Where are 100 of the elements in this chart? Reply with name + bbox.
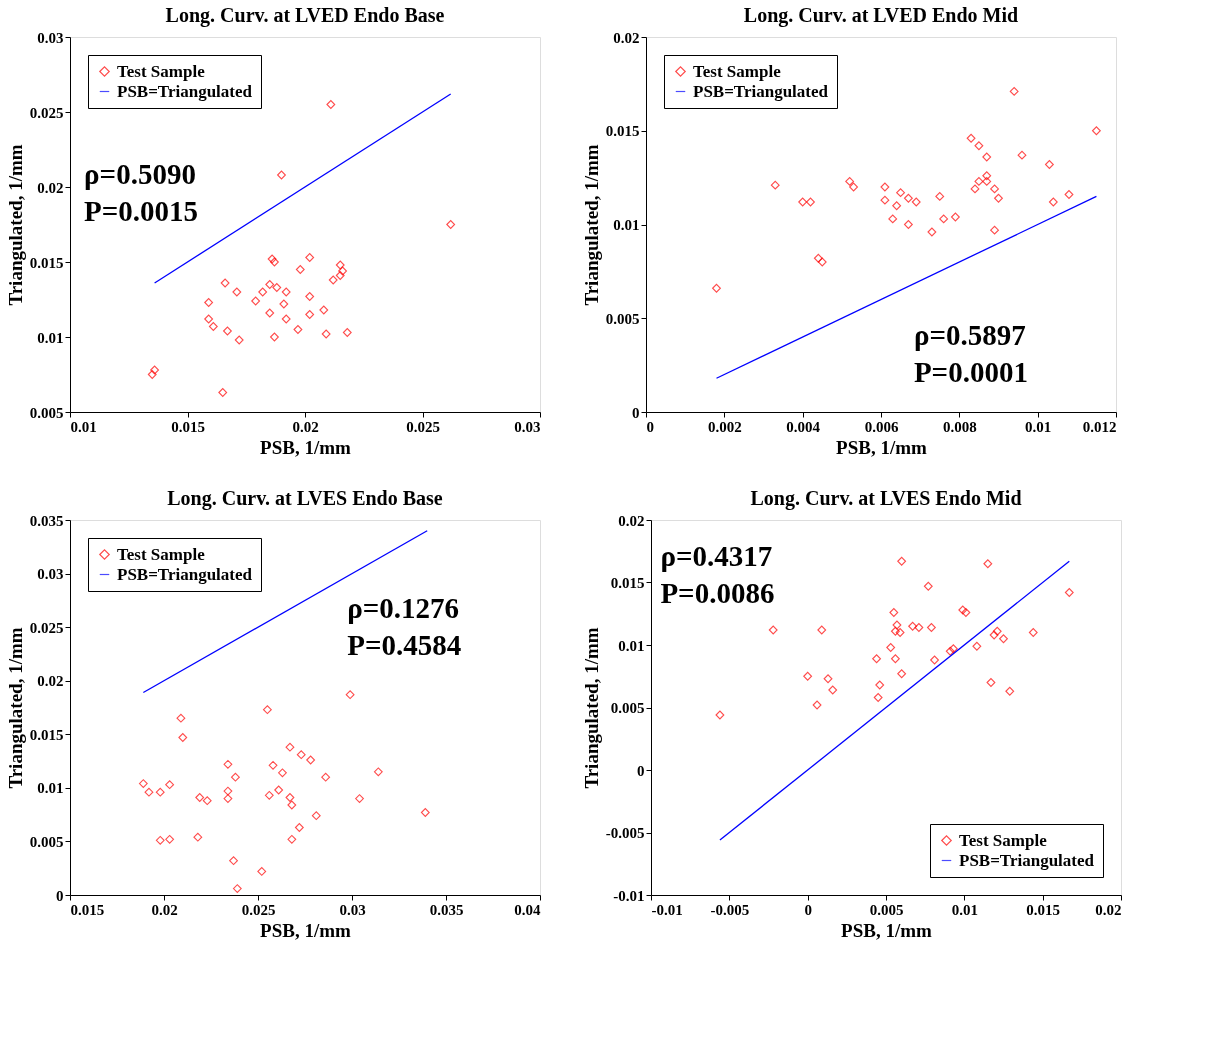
point xyxy=(880,182,890,192)
chart-title: Long. Curv. at LVES Endo Mid xyxy=(750,487,1022,510)
point xyxy=(982,152,992,162)
annotation: ρ=0.1276 xyxy=(347,592,460,624)
y-tick-label: 0.015 xyxy=(29,726,64,743)
x-tick-label: 0.002 xyxy=(707,418,742,435)
x-tick-label: 0.01 xyxy=(70,418,97,435)
y-axis-title: Triangulated, 1/mm xyxy=(4,144,26,306)
y-tick-label: 0.005 xyxy=(605,310,640,327)
point xyxy=(974,141,984,151)
x-tick-label: 0.01 xyxy=(951,901,978,918)
y-tick-label: 0 xyxy=(56,887,64,904)
x-tick-label: 0.03 xyxy=(514,418,541,435)
y-tick-label: 0.01 xyxy=(618,637,645,654)
y-tick-label: 0.005 xyxy=(29,833,64,850)
point xyxy=(950,212,960,222)
point xyxy=(1017,150,1027,160)
y-tick-label: 0.035 xyxy=(29,512,64,529)
y-tick-label: 0.015 xyxy=(610,575,645,591)
y-tick-label: 0.02 xyxy=(613,29,640,46)
x-tick-label: 0.02 xyxy=(1095,901,1122,918)
x-tick-label: 0.015 xyxy=(70,901,105,918)
point xyxy=(935,191,945,201)
y-tick-label: 0.015 xyxy=(29,254,64,271)
x-tick-label: 0.005 xyxy=(869,901,904,918)
y-tick-label: 0.02 xyxy=(618,512,645,529)
point xyxy=(1048,197,1058,207)
y-tick-label: 0.015 xyxy=(605,123,640,140)
point xyxy=(1091,126,1101,136)
point xyxy=(970,184,980,194)
y-tick-label: 0.01 xyxy=(613,217,640,233)
y-tick-label: 0.01 xyxy=(37,329,64,346)
chart-title: Long. Curv. at LVES Endo Base xyxy=(167,487,443,510)
point xyxy=(813,253,823,263)
x-axis-title: PSB, 1/mm xyxy=(260,436,352,458)
y-axis-title: Triangulated, 1/mm xyxy=(4,627,26,789)
point xyxy=(903,220,913,229)
point xyxy=(990,184,1000,194)
y-tick-label: -0.005 xyxy=(605,825,645,841)
x-tick-label: -0.01 xyxy=(651,901,683,918)
chart-title: Long. Curv. at LVED Endo Base xyxy=(165,4,445,27)
legend-label: Test Sample xyxy=(117,61,206,81)
point xyxy=(1044,160,1054,169)
y-tick-label: 0.025 xyxy=(29,619,64,636)
x-tick-label: 0 xyxy=(804,901,812,918)
y-tick-label: 0.005 xyxy=(610,700,645,716)
y-tick-label: -0.01 xyxy=(613,887,645,904)
annotation: ρ=0.5897 xyxy=(913,319,1026,351)
annotation: ρ=0.5090 xyxy=(84,157,196,190)
point xyxy=(990,225,1000,235)
x-tick-label: 0.015 xyxy=(171,418,205,435)
point xyxy=(806,197,815,207)
annotation: P=0.0086 xyxy=(660,576,775,609)
y-tick-label: 0 xyxy=(637,762,645,779)
point xyxy=(939,214,949,224)
legend-label: Test Sample xyxy=(693,61,782,81)
point xyxy=(903,193,913,203)
annotation: P=0.0001 xyxy=(913,356,1028,388)
x-tick-label: -0.005 xyxy=(710,901,750,918)
point xyxy=(817,257,827,267)
x-tick-label: 0.03 xyxy=(339,901,366,918)
point xyxy=(982,176,992,186)
chart-title: Long. Curv. at LVED Endo Mid xyxy=(743,4,1019,27)
y-tick-label: 0.005 xyxy=(29,404,64,421)
point xyxy=(880,195,890,205)
x-axis-title: PSB, 1/mm xyxy=(841,919,933,941)
point xyxy=(994,193,1003,203)
x-tick-label: 0.015 xyxy=(1026,901,1061,918)
y-tick-label: 0.02 xyxy=(37,179,64,196)
y-tick-label: 0.01 xyxy=(37,780,64,797)
legend-label: Test Sample xyxy=(959,830,1048,850)
point xyxy=(888,214,898,224)
point xyxy=(770,180,780,190)
point xyxy=(1009,86,1019,96)
x-tick-label: 0.012 xyxy=(1082,418,1117,435)
x-axis-title: PSB, 1/mm xyxy=(260,919,352,941)
legend-label: PSB=Triangulated xyxy=(959,850,1095,870)
y-axis-title: Triangulated, 1/mm xyxy=(580,627,602,789)
point xyxy=(712,283,721,293)
y-tick-label: 0.03 xyxy=(37,29,64,46)
legend-label: PSB=Triangulated xyxy=(117,564,253,584)
x-tick-label: 0.004 xyxy=(786,418,821,435)
x-tick-label: 0.02 xyxy=(151,901,178,918)
point xyxy=(927,227,937,237)
x-tick-label: 0.02 xyxy=(292,418,319,435)
y-axis-title: Triangulated, 1/mm xyxy=(580,144,602,306)
x-tick-label: 0.035 xyxy=(429,901,464,918)
y-tick-label: 0.02 xyxy=(37,673,64,690)
x-tick-label: 0.008 xyxy=(942,418,977,435)
y-tick-label: 0 xyxy=(632,404,640,421)
point xyxy=(849,182,859,192)
legend-label: Test Sample xyxy=(117,544,206,564)
annotation: ρ=0.4317 xyxy=(660,539,773,572)
legend-label: PSB=Triangulated xyxy=(693,81,829,101)
legend-label: PSB=Triangulated xyxy=(117,81,253,101)
point xyxy=(974,176,984,186)
point xyxy=(798,197,808,207)
point xyxy=(982,171,992,181)
annotation: P=0.4584 xyxy=(347,629,462,661)
point xyxy=(911,197,921,207)
